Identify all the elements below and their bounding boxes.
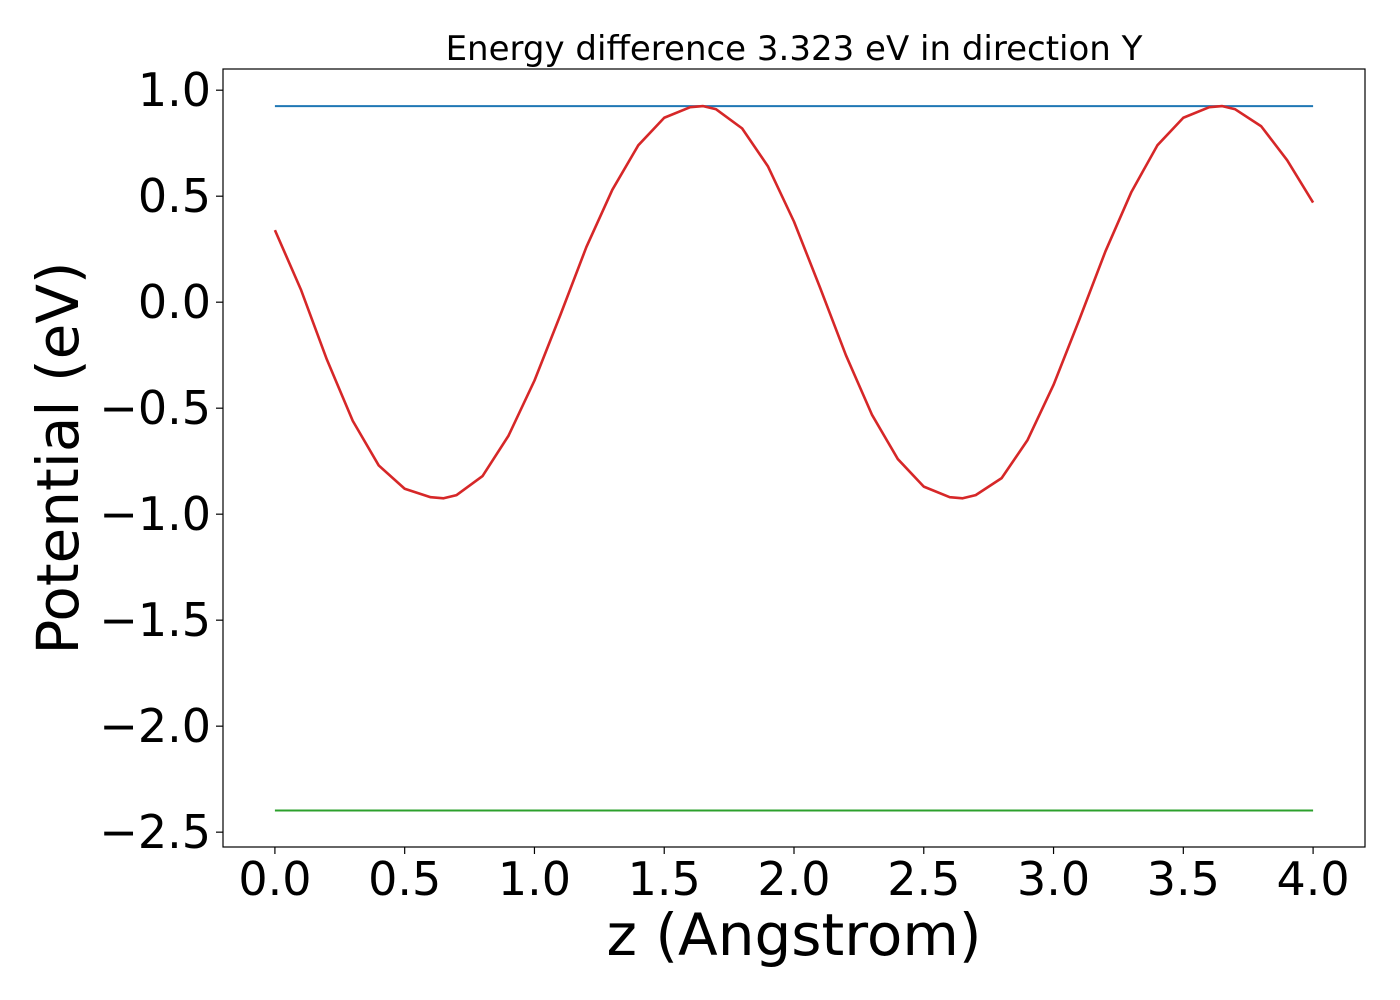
x-tick-label: 0.0 [238,852,311,906]
x-tick-label: 3.0 [1017,852,1090,906]
y-axis-ticks: 1.0 0.5 0.0 −0.5 −1.0 −1.5 −2.0 −2.5 [99,63,223,859]
x-tick-label: 2.5 [887,852,960,906]
y-tick-label: 1.0 [138,63,211,117]
x-tick-label: 2.0 [757,852,830,906]
y-tick-label: −0.5 [99,381,211,435]
x-axis-ticks: 0.0 0.5 1.0 1.5 2.0 2.5 3.0 3.5 4.0 [238,847,1350,906]
x-tick-label: 1.0 [498,852,571,906]
y-tick-label: −1.5 [99,593,211,647]
series-layer [273,104,1315,812]
series-line-2 [273,104,1315,500]
x-axis-label: z (Angstrom) [607,901,982,969]
x-tick-label: 4.0 [1277,852,1350,906]
y-tick-label: −2.5 [99,805,211,859]
y-tick-label: 0.5 [138,169,211,223]
y-tick-label: −2.0 [99,699,211,753]
y-axis-label: Potential (eV) [24,261,92,654]
x-tick-label: 3.5 [1147,852,1220,906]
x-tick-label: 1.5 [628,852,701,906]
chart-title: Energy difference 3.323 eV in direction … [446,29,1143,69]
y-tick-label: 0.0 [138,275,211,329]
x-tick-label: 0.5 [368,852,441,906]
y-tick-label: −1.0 [99,487,211,541]
